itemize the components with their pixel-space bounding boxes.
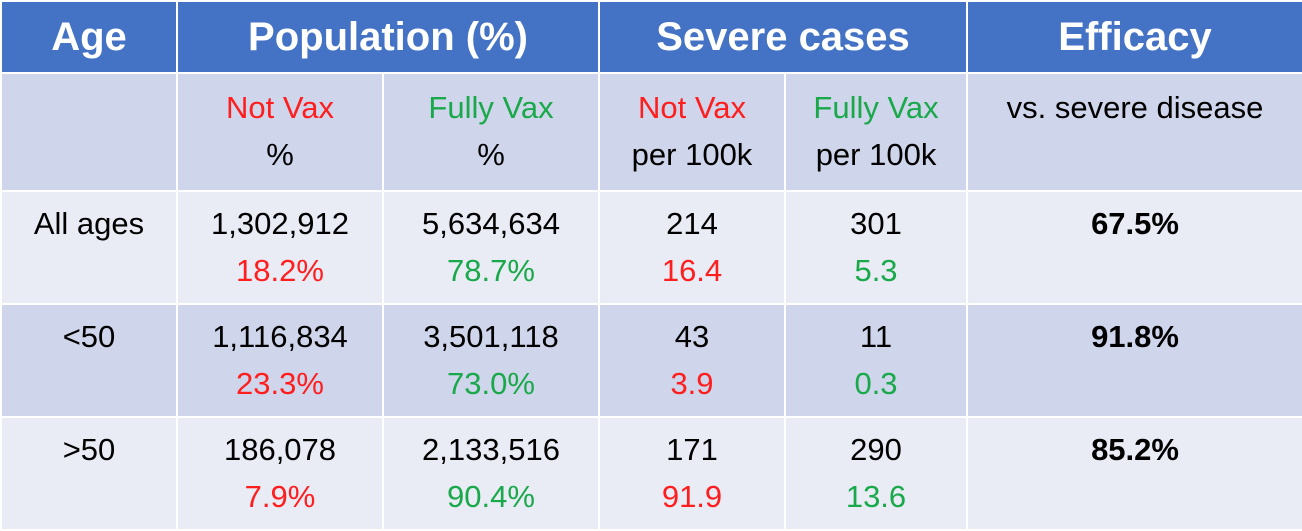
pop-count: 186,078 [223,432,337,467]
severe-fully-vax-cell: 11 0.3 [783,303,969,418]
severe-rate: 5.3 [854,253,898,288]
severe-rate: 16.4 [661,253,723,288]
subheader-unit: per 100k [815,137,937,172]
severe-count: 171 [666,432,718,467]
pop-fully-vax-cell: 3,501,118 73.0% [382,303,600,418]
pop-count: 3,501,118 [423,319,559,354]
header-row: Age Population (%) Severe cases Efficacy [0,0,1302,74]
pop-percent: 73.0% [447,366,535,401]
subheader-sev-not-vax: Not Vax per 100k [598,72,786,192]
subheader-unit: % [266,137,294,172]
header-population: Population (%) [176,0,600,74]
subheader-efficacy-note: vs. severe disease [966,72,1302,192]
severe-rate: 91.9 [661,479,723,514]
severe-rate: 0.3 [854,366,898,401]
severe-fully-vax-cell: 290 13.6 [783,416,969,531]
pop-count: 5,634,634 [422,206,560,241]
severe-count: 11 [859,319,893,354]
table-row-over-50: >50 186,078 7.9% 2,133,516 90.4% 171 91.… [0,416,1302,531]
age-cell: All ages [0,190,178,305]
severe-not-vax-cell: 43 3.9 [598,303,786,418]
subheader-sev-fully-vax: Fully Vax per 100k [783,72,969,192]
table-row-under-50: <50 1,116,834 23.3% 3,501,118 73.0% 43 3… [0,303,1302,418]
subheader-age-empty [0,72,178,192]
pop-fully-vax-cell: 5,634,634 78.7% [382,190,600,305]
subheader-label: Not Vax [638,90,746,125]
subheader-row: Not Vax % Fully Vax % Not Vax per 100k F… [0,72,1302,192]
age-cell: >50 [0,416,178,531]
pop-count: 1,116,834 [212,319,348,354]
efficacy-cell: 85.2% [966,416,1302,531]
subheader-unit: % [477,137,505,172]
subheader-unit: per 100k [631,137,753,172]
efficacy-cell: 67.5% [966,190,1302,305]
pop-count: 1,302,912 [211,206,349,241]
subheader-pop-not-vax: Not Vax % [176,72,384,192]
subheader-label: Fully Vax [813,90,939,125]
subheader-pop-fully-vax: Fully Vax % [382,72,600,192]
age-cell: <50 [0,303,178,418]
severe-not-vax-cell: 214 16.4 [598,190,786,305]
severe-fully-vax-cell: 301 5.3 [783,190,969,305]
severe-count: 214 [666,206,718,241]
header-severe-cases: Severe cases [597,0,969,74]
header-age: Age [0,0,178,74]
severe-rate: 13.6 [845,479,907,514]
subheader-label: Fully Vax [428,90,554,125]
pop-not-vax-cell: 186,078 7.9% [176,416,384,531]
severe-not-vax-cell: 171 91.9 [598,416,786,531]
severe-count: 301 [850,206,902,241]
pop-not-vax-cell: 1,116,834 23.3% [176,303,384,418]
subheader-label: Not Vax [226,90,334,125]
table-row-all-ages: All ages 1,302,912 18.2% 5,634,634 78.7%… [0,190,1302,305]
severe-rate: 3.9 [670,366,714,401]
pop-fully-vax-cell: 2,133,516 90.4% [382,416,600,531]
efficacy-cell: 91.8% [966,303,1302,418]
pop-percent: 18.2% [236,253,324,288]
pop-not-vax-cell: 1,302,912 18.2% [176,190,384,305]
pop-percent: 78.7% [447,253,535,288]
severe-count: 290 [850,432,902,467]
pop-percent: 23.3% [236,366,324,401]
pop-count: 2,133,516 [422,432,560,467]
pop-percent: 90.4% [447,479,535,514]
severe-count: 43 [674,319,710,354]
header-efficacy: Efficacy [966,0,1302,74]
pop-percent: 7.9% [244,479,316,514]
